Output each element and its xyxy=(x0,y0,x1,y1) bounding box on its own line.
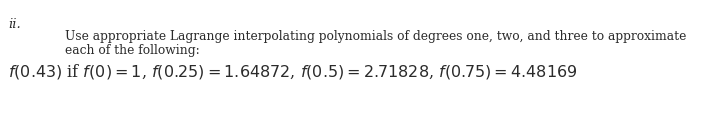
Text: Use appropriate Lagrange interpolating polynomials of degrees one, two, and thre: Use appropriate Lagrange interpolating p… xyxy=(65,30,686,43)
Text: ii.: ii. xyxy=(8,18,21,31)
Text: each of the following:: each of the following: xyxy=(65,44,199,57)
Text: $f(0.43)$ if $f(0) = 1$, $f(0.25) = 1.64872$, $f(0.5) = 2.71828$, $f(0.75) = 4.4: $f(0.43)$ if $f(0) = 1$, $f(0.25) = 1.64… xyxy=(8,62,577,81)
